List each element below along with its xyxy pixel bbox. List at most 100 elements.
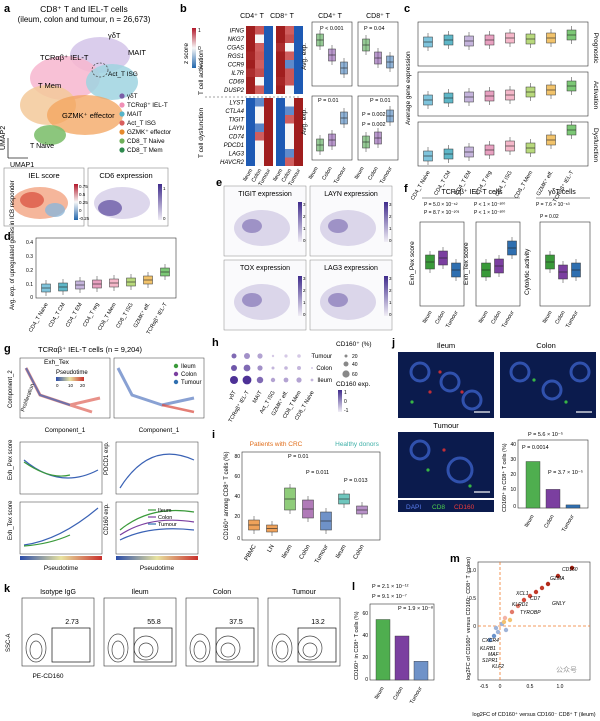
i-ylabel: CD160⁺ among CD8⁺ T cells (%) [223,452,230,540]
d-ytick-5: 0 [30,295,33,301]
j-image-tumour [398,432,494,498]
h-dot [283,377,289,383]
b-heat-cell [255,68,264,77]
i-pval-2: P = 0.011 [306,470,329,476]
e-umap-hotspot [242,219,262,233]
b-heat-cell [255,132,264,141]
h-dot [231,365,237,371]
b-heat-cell [246,51,255,60]
e-cbar-tick: 1 [389,226,392,231]
panel-f: f TCRαβ⁺ IEL-T cells γδT cells Exh_Pex s… [404,183,591,329]
b-gene-label: HAVCR2 [220,160,245,166]
h-dot [244,353,250,359]
l-ytick-0: 0 [365,677,368,683]
b-heat-cell [246,132,255,141]
k-title: Isotype IgG [40,589,76,596]
l-ytick-40: 40 [362,633,368,639]
i-x-label: Ileum [335,544,348,560]
c-x-label: TCRαβ⁺ IEL-T [551,169,575,204]
m-gene-up: CD7 [530,596,540,602]
panel-a-title-2: (ileum, colon and tumour, n = 26,673) [18,15,151,24]
k-value: 37.5 [229,619,243,626]
l-bars [375,619,429,681]
k-contour [29,640,43,660]
panel-f-letter: f [404,183,408,195]
panel-e: e TIGIT expression 3 2 1 0 LAYN expression 3 2 1… [216,177,393,331]
i-x-label: Ileum [281,544,294,560]
g-proliferation: Proliferation [20,383,36,413]
i-x-label: PBMC [244,543,258,562]
b-cbar-m1: -1 [198,64,203,70]
h-size-60: 60 [352,372,358,378]
b-gene-label: NKG7 [228,37,245,43]
a-legend-label: Act_T ISG [127,120,156,127]
g-trajectory-right [116,367,195,407]
b-heat-cell [255,123,264,132]
b-heat-cell [294,149,303,158]
k-contour [25,633,47,663]
m-gene-up: TYROBP [520,610,541,616]
d-ytick-2: 0.3 [26,254,33,260]
h-color-m1: -1 [344,408,349,414]
h-row-label: Tumour [312,354,332,360]
iel-cbar-3: 0.25 [79,200,88,205]
b-heat-cell [264,157,273,166]
m-gene-down: CXCR4 [482,638,499,644]
b-gene-label: CD69 [229,80,245,86]
k-contour [215,635,241,661]
b-heat-cell [276,140,285,149]
b-colorbar-label: z score [183,43,190,64]
b-heat-cell [294,115,303,124]
d-boxplots [41,264,170,296]
b-heat-cell [294,106,303,115]
b-heat-cell [285,123,294,132]
cd6-panel [87,167,169,227]
l-bar [413,661,429,681]
k-contour [193,640,207,660]
k-value: 2.73 [65,619,79,626]
e-colorbar [298,202,302,242]
l-bar [375,619,391,681]
h-dot [257,353,263,359]
a-legend-swatch [119,120,125,126]
b-heat-cell [294,26,303,35]
l-x-colon: Colon [392,686,404,701]
b-box-title-cd4: CD4⁺ T [318,13,343,20]
b-gene-label: CGAS [227,46,244,52]
b-heat-cell [276,106,285,115]
j-x-colon: Colon [543,514,555,529]
i-ytick-20: 20 [234,514,240,520]
b-heat-cell [264,132,273,141]
panel-l: l CD160⁺ in CD8⁺ T cells (%) 60 40 20 0 … [352,581,435,705]
f-x-label: Colon [434,310,446,325]
panel-j: j Ileum Colon Tumour DAPI CD8 [391,337,596,533]
d-ytick-1: 0.4 [26,240,33,246]
c-row-activation: Activation [592,81,599,110]
b-heat-cell [255,60,264,69]
c-x-label: CD8_T Mem [513,170,534,200]
g-pt-10: 10 [68,383,74,388]
b-heat-cell [285,85,294,94]
b-heat-cell [255,115,264,124]
e-cbar-tick: 3 [303,202,306,207]
k-xlabel: PE-CD160 [32,673,63,680]
g-ylabel: Component_2 [8,370,14,408]
b-pval-5: P = 0.01 [318,98,339,104]
k-contour [220,642,236,658]
b-heat-cell [255,43,264,52]
i-pval-1: P = 0.01 [288,454,309,460]
b-gene-label: PDCD1 [224,143,244,149]
m-xtick-2: 0 [499,684,502,690]
b-heat-cell [264,149,273,158]
m-point [569,565,575,571]
h-dot [284,366,288,370]
d-x-label: CD8_T ISG [115,302,134,330]
k-gate [215,627,255,663]
b-ylabel-top: Avg. exp. [301,43,308,70]
k-gate [133,627,173,663]
j-image-ileum [398,352,494,418]
umap-label-tnaive: T Naive [30,143,54,150]
b-heat-cell [276,60,285,69]
panel-k: k SSC-A Isotype IgG 2.73 Ileum 55.8 Colon 37.… [4,583,341,680]
